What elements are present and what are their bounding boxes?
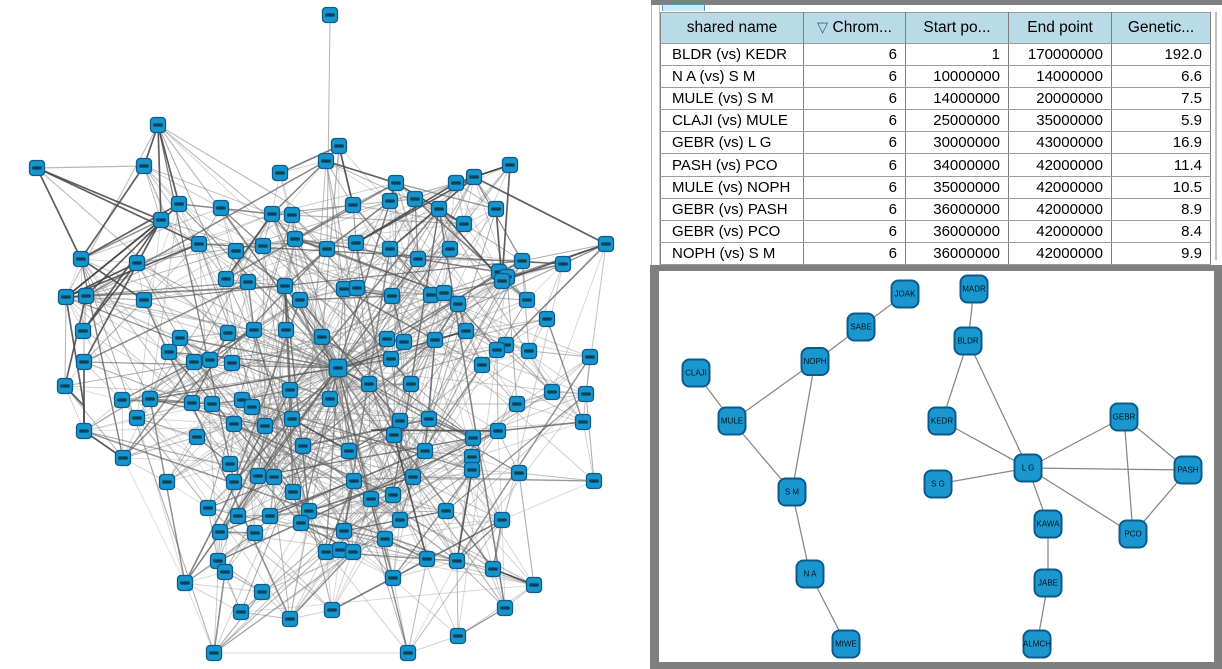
svg-text:ALMCH: ALMCH [1023,640,1051,649]
svg-text:KEDR: KEDR [931,417,953,426]
svg-text:BLDR: BLDR [957,337,979,346]
svg-text:JOAK: JOAK [895,290,917,299]
svg-text:S M: S M [785,488,800,497]
svg-text:MULE: MULE [721,417,743,426]
svg-text:N A: N A [804,570,818,579]
svg-text:PASH: PASH [1177,466,1198,475]
svg-text:CLAJI: CLAJI [685,369,707,378]
svg-text:S G: S G [931,480,945,489]
svg-text:L G: L G [1022,464,1035,473]
svg-text:NOPH: NOPH [803,357,826,366]
svg-text:MADR: MADR [962,285,986,294]
svg-text:MIWE: MIWE [835,640,857,649]
svg-text:SABE: SABE [850,323,871,332]
svg-text:KAWA: KAWA [1037,520,1061,529]
svg-text:JABE: JABE [1038,579,1058,588]
svg-text:GEBR: GEBR [1113,413,1136,422]
svg-text:PCO: PCO [1124,530,1141,539]
